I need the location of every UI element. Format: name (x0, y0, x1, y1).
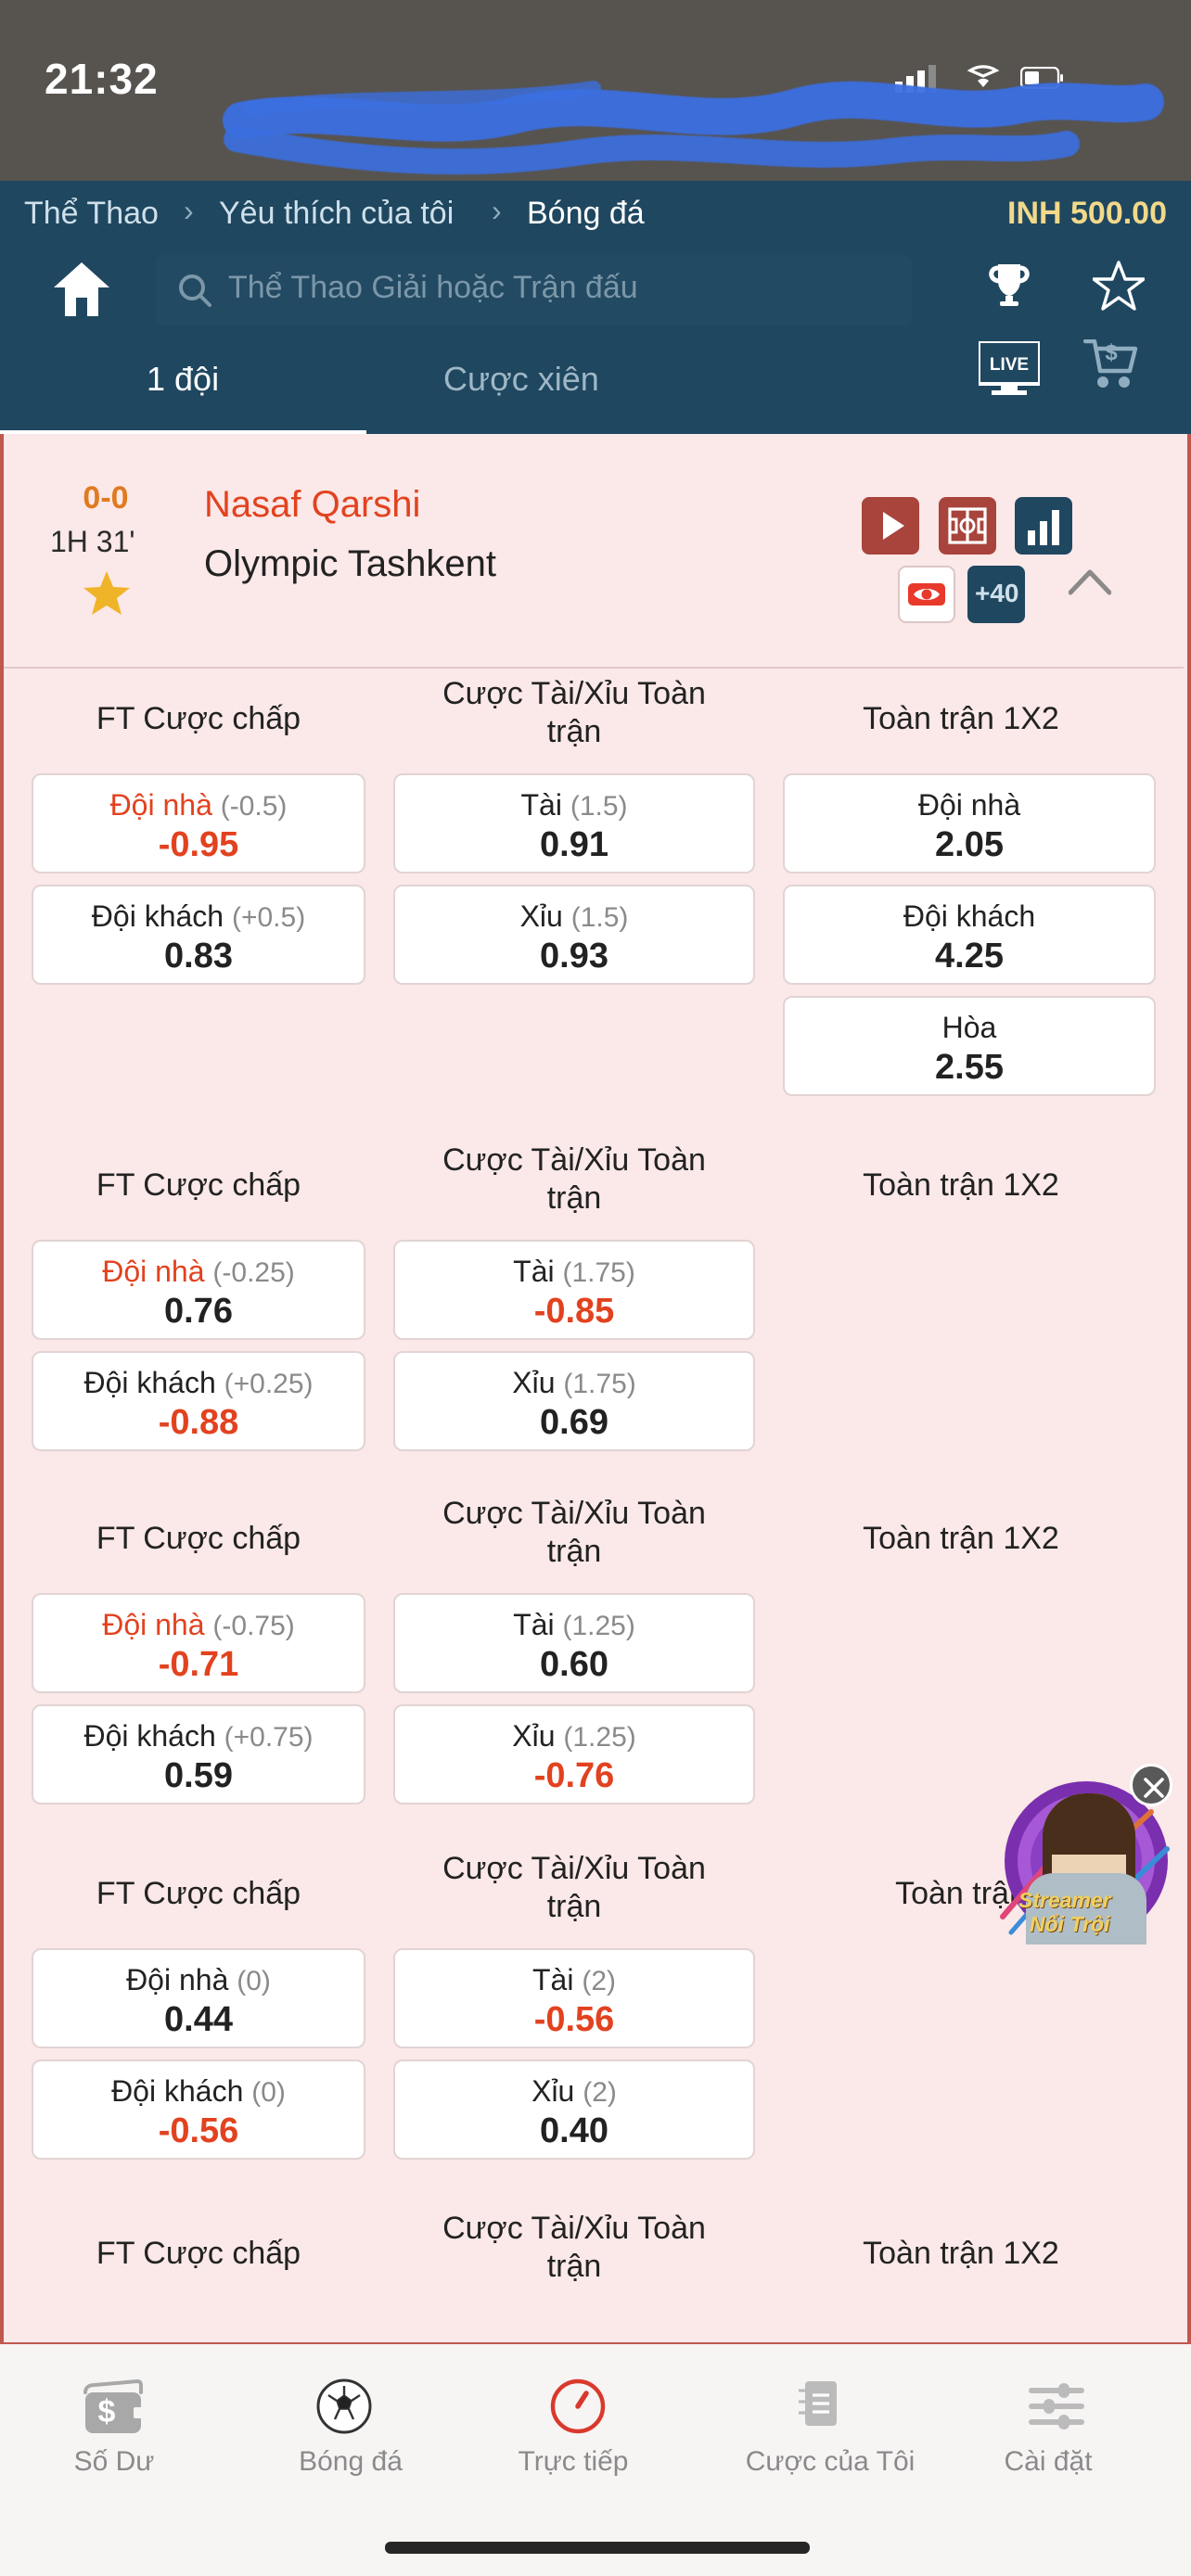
svg-text:LIVE: LIVE (990, 355, 1029, 375)
svg-text:$: $ (98, 2394, 116, 2429)
svg-text:$: $ (1105, 340, 1118, 365)
